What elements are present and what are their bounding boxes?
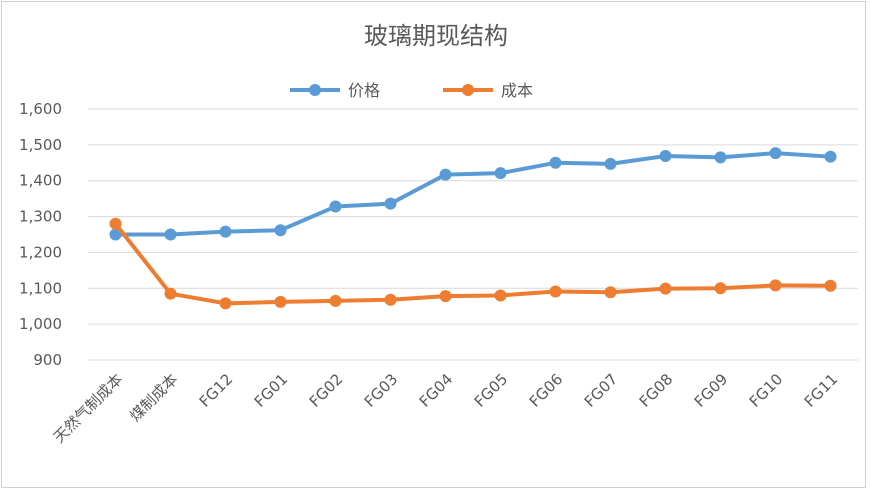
data-point (109, 217, 122, 230)
data-point (439, 168, 452, 181)
x-tick-label: FG02 (306, 370, 347, 411)
x-tick-label: 煤制成本 (126, 370, 181, 425)
y-tick-label: 900 (33, 351, 62, 369)
data-point (219, 297, 232, 310)
data-point (659, 149, 672, 162)
data-point (164, 228, 177, 241)
series-line-1 (113, 221, 833, 306)
data-point (164, 287, 177, 300)
y-tick-label: 1,100 (19, 279, 62, 297)
data-point (439, 290, 452, 303)
y-tick-label: 1,300 (19, 208, 62, 226)
data-point (274, 295, 287, 308)
x-tick-label: FG11 (801, 370, 842, 411)
x-tick-label: FG08 (636, 370, 677, 411)
chart-title: 玻璃期现结构 (364, 22, 508, 50)
legend-marker-price (309, 84, 321, 96)
data-point (604, 157, 617, 170)
legend: 价格 成本 (290, 81, 533, 100)
x-tick-label: FG03 (361, 370, 402, 411)
gridlines (88, 108, 858, 361)
legend-marker-cost (462, 84, 474, 96)
x-tick-label: 天然气制成本 (50, 370, 126, 446)
x-tick-label: FG09 (691, 370, 732, 411)
data-point (494, 289, 507, 302)
data-point (329, 294, 342, 307)
x-tick-label: FG12 (196, 370, 237, 411)
data-point (494, 167, 507, 180)
data-point (549, 285, 562, 298)
data-point (824, 279, 837, 292)
data-point (384, 293, 397, 306)
x-tick-label: FG06 (526, 370, 567, 411)
x-tick-label: FG01 (251, 370, 292, 411)
data-point (714, 282, 727, 295)
x-tick-label: FG04 (416, 370, 457, 411)
data-point (549, 156, 562, 169)
data-point (659, 282, 672, 295)
x-axis-ticks: 天然气制成本 煤制成本 FG12 FG01 FG02 FG03 FG04 FG05 FG06 FG… (50, 370, 841, 446)
series-line-0 (113, 151, 833, 237)
data-point (604, 286, 617, 299)
y-tick-label: 1,200 (19, 243, 62, 261)
data-point (329, 200, 342, 213)
data-point (274, 224, 287, 237)
y-tick-label: 1,500 (19, 136, 62, 154)
legend-label-price: 价格 (348, 81, 380, 100)
data-point (769, 147, 782, 160)
legend-label-cost: 成本 (501, 81, 533, 100)
series-lines (109, 147, 837, 310)
data-point (109, 228, 122, 241)
x-tick-label: FG05 (471, 370, 512, 411)
y-tick-label: 1,600 (19, 100, 62, 118)
x-tick-label: FG07 (581, 370, 622, 411)
data-point (824, 150, 837, 163)
x-tick-label: FG10 (746, 370, 787, 411)
y-axis-ticks: 1,600 1,500 1,400 1,300 1,200 1,100 1,000 900 (19, 100, 62, 369)
y-tick-label: 1,000 (19, 315, 62, 333)
data-point (219, 225, 232, 238)
data-point (384, 197, 397, 210)
y-tick-label: 1,400 (19, 172, 62, 190)
data-point (769, 279, 782, 292)
data-point (714, 151, 727, 164)
